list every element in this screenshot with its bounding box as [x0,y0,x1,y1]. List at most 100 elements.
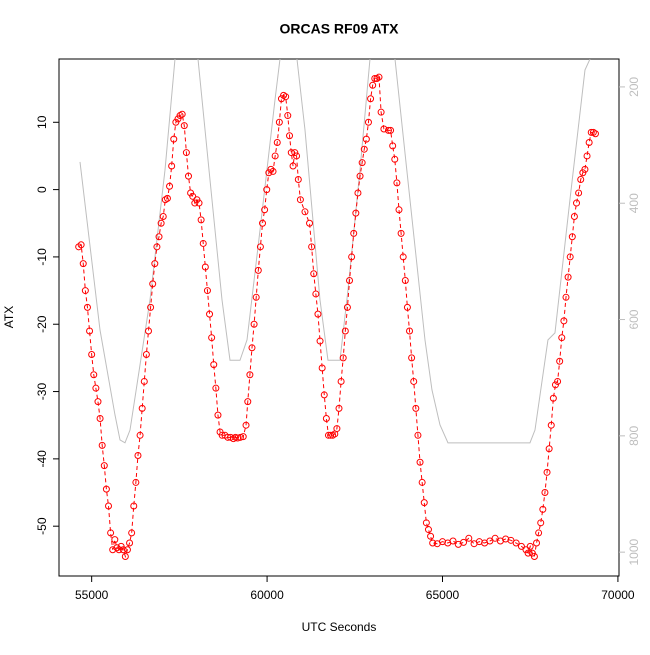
data-point [320,391,328,399]
data-point [547,421,555,429]
data-point [119,546,127,554]
data-point [371,75,379,83]
data-point [560,317,568,325]
data-point [414,431,422,439]
y-tick-label: -50 [35,517,49,535]
data-point [275,118,283,126]
data-point [537,519,545,527]
data-point [111,536,119,544]
data-point [312,290,320,298]
data-point [269,167,277,175]
data-point [422,519,430,527]
data-point [182,149,190,157]
data-point [362,135,370,143]
data-point [147,303,155,311]
data-point [306,219,314,227]
data-point [236,433,244,441]
data-point [100,462,108,470]
data-point [246,371,254,379]
data-point [314,310,322,318]
data-point [206,310,214,318]
data-point [465,534,473,542]
data-point [427,532,435,540]
data-point [399,253,407,261]
data-point [214,411,222,419]
data-point [142,351,150,359]
data-point [566,253,574,261]
data-point [293,152,301,160]
data-point [387,126,395,134]
data-point [577,175,585,183]
data-point [327,431,335,439]
data-point [424,526,432,534]
data-point [180,122,188,130]
data-point [289,162,297,170]
data-point [105,502,113,510]
data-point [449,537,457,545]
data-point [377,108,385,116]
y-tick-label: -20 [35,315,49,333]
data-point [367,95,375,103]
data-point [159,213,167,221]
y2-tick-label: 1000 [627,538,641,565]
data-point [81,287,89,295]
data-point [286,132,294,140]
series-line [78,76,596,559]
data-point [541,489,549,497]
data-point [410,377,418,385]
data-point [318,364,326,372]
data-point [545,445,553,453]
data-point [418,478,426,486]
data-point [564,273,572,281]
data-point [132,478,140,486]
data-point [94,398,102,406]
data-point [316,337,324,345]
data-point [570,213,578,221]
data-point [271,152,279,160]
y-tick-label: -10 [35,248,49,266]
data-point [83,303,91,311]
data-point [585,138,593,146]
data-point [416,458,424,466]
data-point [337,377,345,385]
chart-title: ORCAS RF09 ATX [279,21,399,37]
data-point [412,404,420,412]
data-point [322,414,330,422]
data-point [533,539,541,547]
data-point [587,128,595,136]
data-point [259,219,267,227]
data-point [210,361,218,369]
data-point [429,539,437,547]
data-point [121,552,129,560]
data-point [389,142,397,150]
data-point [507,536,515,544]
data-point [408,354,416,362]
y-tick-label: -30 [35,383,49,401]
y-tick-label: 10 [35,115,49,129]
data-point [549,394,557,402]
data-point [403,303,411,311]
data-point [535,529,543,537]
x-tick-label: 55000 [75,588,109,602]
data-point [184,172,192,180]
data-point [252,293,260,301]
data-point [384,126,392,134]
data-point [149,280,157,288]
data-point [341,327,349,335]
data-point [343,303,351,311]
data-point [562,293,570,301]
data-point [96,414,104,422]
data-point [267,165,275,173]
data-point [244,398,252,406]
data-point [296,196,304,204]
data-point [250,320,258,328]
data-point [530,552,538,560]
data-point [486,537,494,545]
data-point [512,539,520,547]
y-tick-label: 0 [35,186,49,193]
data-point [380,125,388,133]
data-point [98,441,106,449]
data-point [543,468,551,476]
data-point [358,159,366,167]
x-tick-label: 65000 [426,588,460,602]
